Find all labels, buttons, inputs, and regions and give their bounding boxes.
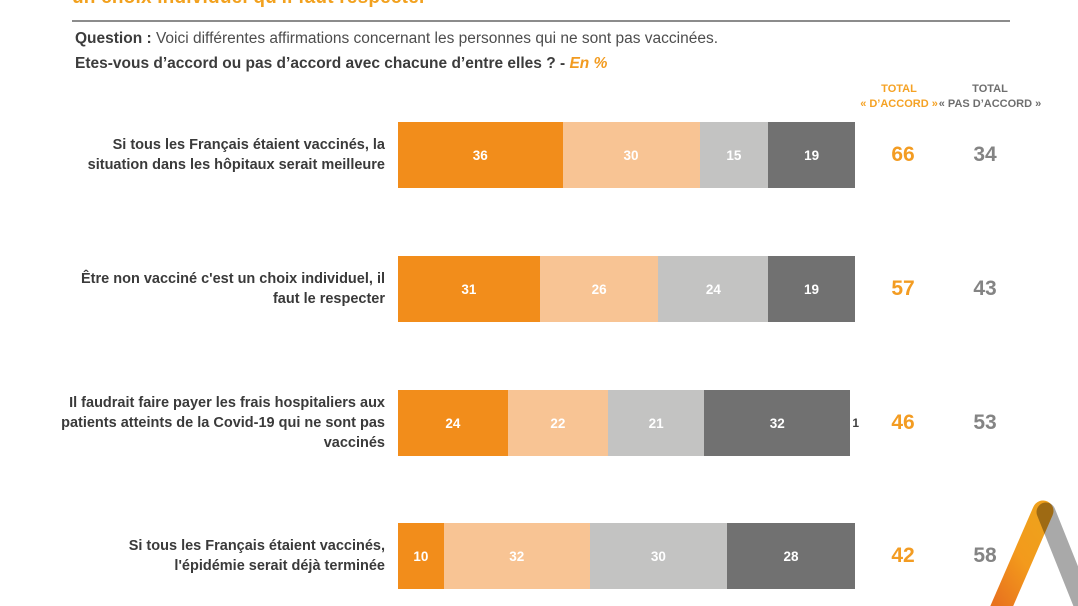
bar-segment: 28 (726, 523, 855, 589)
total-disagree-header-line2: « PAS D’ACCORD » (938, 98, 1042, 110)
statement-label: Être non vacciné c'est un choix individu… (81, 271, 385, 307)
bar-segment: 32 (704, 390, 851, 456)
page-title: un choix individuel qu'il faut respecter (72, 0, 427, 9)
bar-segment: 24 (658, 256, 769, 322)
logo-orange-stroke (990, 500, 1054, 606)
segment-value: 24 (445, 415, 461, 431)
bar-segment: 19 (768, 256, 855, 322)
segment-value: 19 (804, 281, 820, 297)
segment-value: 15 (726, 147, 742, 163)
segment-value: 22 (550, 415, 566, 431)
logo-gray-stroke (1036, 502, 1078, 606)
bar-segment: 36 (398, 122, 563, 188)
bar-segment: 30 (562, 122, 700, 188)
question-label: Question : (75, 30, 152, 47)
chart-row: Il faudrait faire payer les frais hospit… (0, 390, 1078, 456)
bar-segment: 21 (608, 390, 705, 456)
bar-segment: 30 (589, 523, 727, 589)
bar-segment: 31 (398, 256, 540, 322)
segment-value: 28 (783, 548, 799, 564)
segment-value: 32 (769, 415, 785, 431)
total-disagree-value: 43 (973, 277, 997, 300)
unit-label: En % (569, 55, 608, 72)
total-disagree-value: 58 (973, 544, 997, 567)
total-agree-value: 57 (891, 277, 915, 300)
chart-row: Être non vacciné c'est un choix individu… (0, 256, 1078, 322)
total-disagree-value: 53 (973, 411, 997, 434)
segment-value: 31 (461, 281, 477, 297)
brand-logo (990, 500, 1078, 606)
bar-segment: 22 (507, 390, 609, 456)
total-agree-value: 66 (891, 143, 915, 166)
bar-segment: 15 (699, 122, 769, 188)
statement-label: Si tous les Français étaient vaccinés, l… (87, 137, 385, 173)
stacked-bar: 24 22 21 32 (398, 390, 851, 456)
bar-segment: 32 (443, 523, 590, 589)
stacked-bar: 31 26 24 19 (398, 256, 855, 322)
segment-value: 21 (648, 415, 664, 431)
bar-segment: 26 (539, 256, 659, 322)
question-line-2: Etes-vous d’accord ou pas d’accord avec … (75, 55, 607, 73)
segment-value: 10 (413, 548, 429, 564)
chart-row: Si tous les Français étaient vaccinés, l… (0, 122, 1078, 188)
remainder-value: 1 (852, 416, 860, 430)
segment-value: 24 (705, 281, 721, 297)
segment-value: 32 (509, 548, 525, 564)
question-line-2-text: Etes-vous d’accord ou pas d’accord avec … (75, 55, 570, 72)
total-agree-value: 42 (891, 544, 915, 567)
question-text: Voici différentes affirmations concernan… (151, 30, 719, 47)
question-line-1: Question : Voici différentes affirmation… (75, 30, 718, 48)
total-agree-header: TOTAL « D’ACCORD » (843, 82, 955, 112)
statement-label: Il faudrait faire payer les frais hospit… (61, 395, 385, 451)
total-agree-header-line2: « D’ACCORD » (860, 98, 938, 110)
segment-value: 19 (804, 147, 820, 163)
total-disagree-header-line1: TOTAL (972, 83, 1008, 95)
stacked-bar: 10 32 30 28 (398, 523, 855, 589)
segment-value: 36 (472, 147, 488, 163)
bar-segment: 19 (768, 122, 855, 188)
segment-value: 30 (650, 548, 666, 564)
segment-value: 30 (623, 147, 639, 163)
stacked-bar: 36 30 15 19 (398, 122, 855, 188)
bar-segment: 24 (398, 390, 508, 456)
total-disagree-header: TOTAL « PAS D’ACCORD » (931, 82, 1049, 112)
title-divider (72, 20, 1010, 22)
statement-label: Si tous les Français étaient vaccinés, l… (128, 538, 385, 574)
total-disagree-value: 34 (973, 143, 997, 166)
segment-value: 26 (591, 281, 607, 297)
bar-segment: 10 (398, 523, 444, 589)
total-agree-value: 46 (891, 411, 915, 434)
chart-row: Si tous les Français étaient vaccinés, l… (0, 523, 1078, 589)
total-agree-header-line1: TOTAL (881, 83, 917, 95)
